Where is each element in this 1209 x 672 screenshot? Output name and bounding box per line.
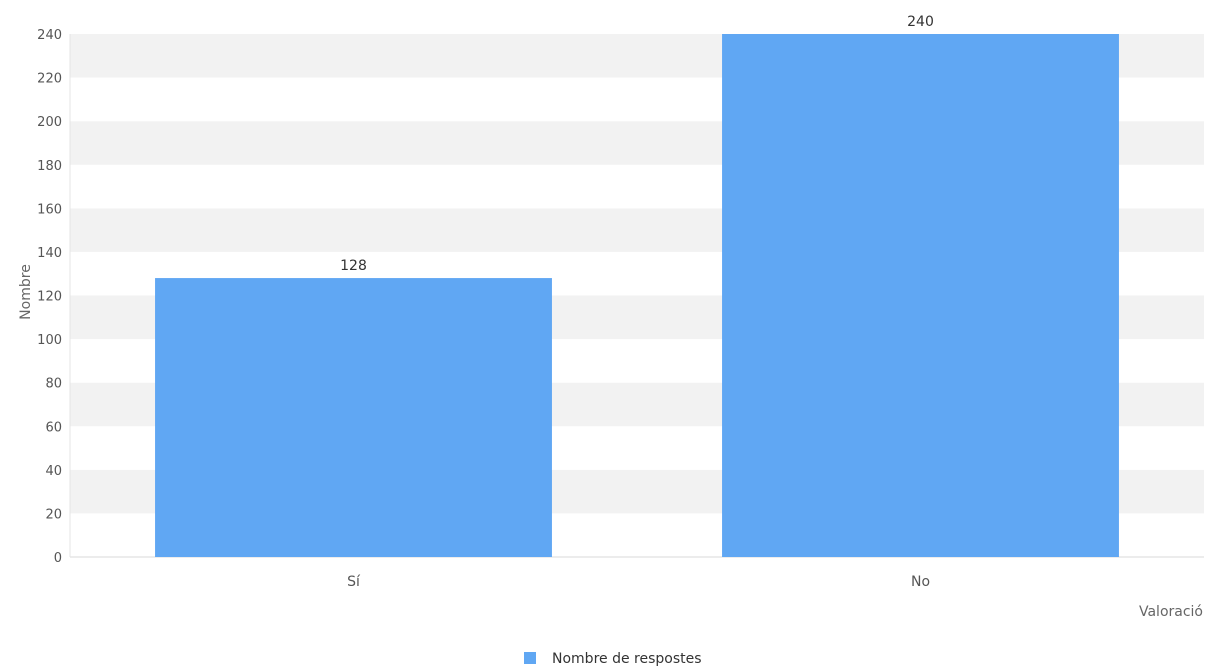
x-tick-label: No	[911, 574, 930, 590]
y-axis-title: Nombre	[18, 264, 34, 320]
y-tick-label: 60	[45, 420, 62, 435]
y-tick-label: 220	[37, 72, 62, 87]
x-axis-title: Valoració	[1139, 604, 1203, 620]
legend-label: Nombre de respostes	[552, 651, 702, 667]
y-tick-label: 80	[45, 377, 62, 392]
y-tick-label: 140	[37, 246, 62, 261]
y-tick-label: 120	[37, 290, 62, 305]
y-tick-label: 200	[37, 115, 62, 130]
y-tick-label: 240	[37, 28, 62, 43]
y-tick-label: 20	[45, 507, 62, 522]
y-tick-label: 40	[45, 464, 62, 479]
legend[interactable]: Nombre de respostes	[524, 651, 702, 667]
data-labels: 128 240	[340, 14, 934, 274]
y-tick-label: 180	[37, 159, 62, 174]
y-tick-label: 0	[54, 551, 62, 566]
x-axis-ticks: Sí No	[347, 574, 930, 590]
y-axis-ticks: 0 20 40 60 80 100 120 140 160 180 200 220 240	[37, 28, 62, 566]
bar-1[interactable]	[722, 34, 1119, 557]
x-tick-label: Sí	[347, 574, 361, 590]
data-label-0: 128	[340, 258, 367, 274]
bar-0[interactable]	[155, 278, 552, 557]
bars	[155, 34, 1119, 557]
y-tick-label: 100	[37, 333, 62, 348]
data-label-1: 240	[907, 14, 934, 30]
legend-swatch	[524, 652, 536, 664]
y-tick-label: 160	[37, 202, 62, 217]
